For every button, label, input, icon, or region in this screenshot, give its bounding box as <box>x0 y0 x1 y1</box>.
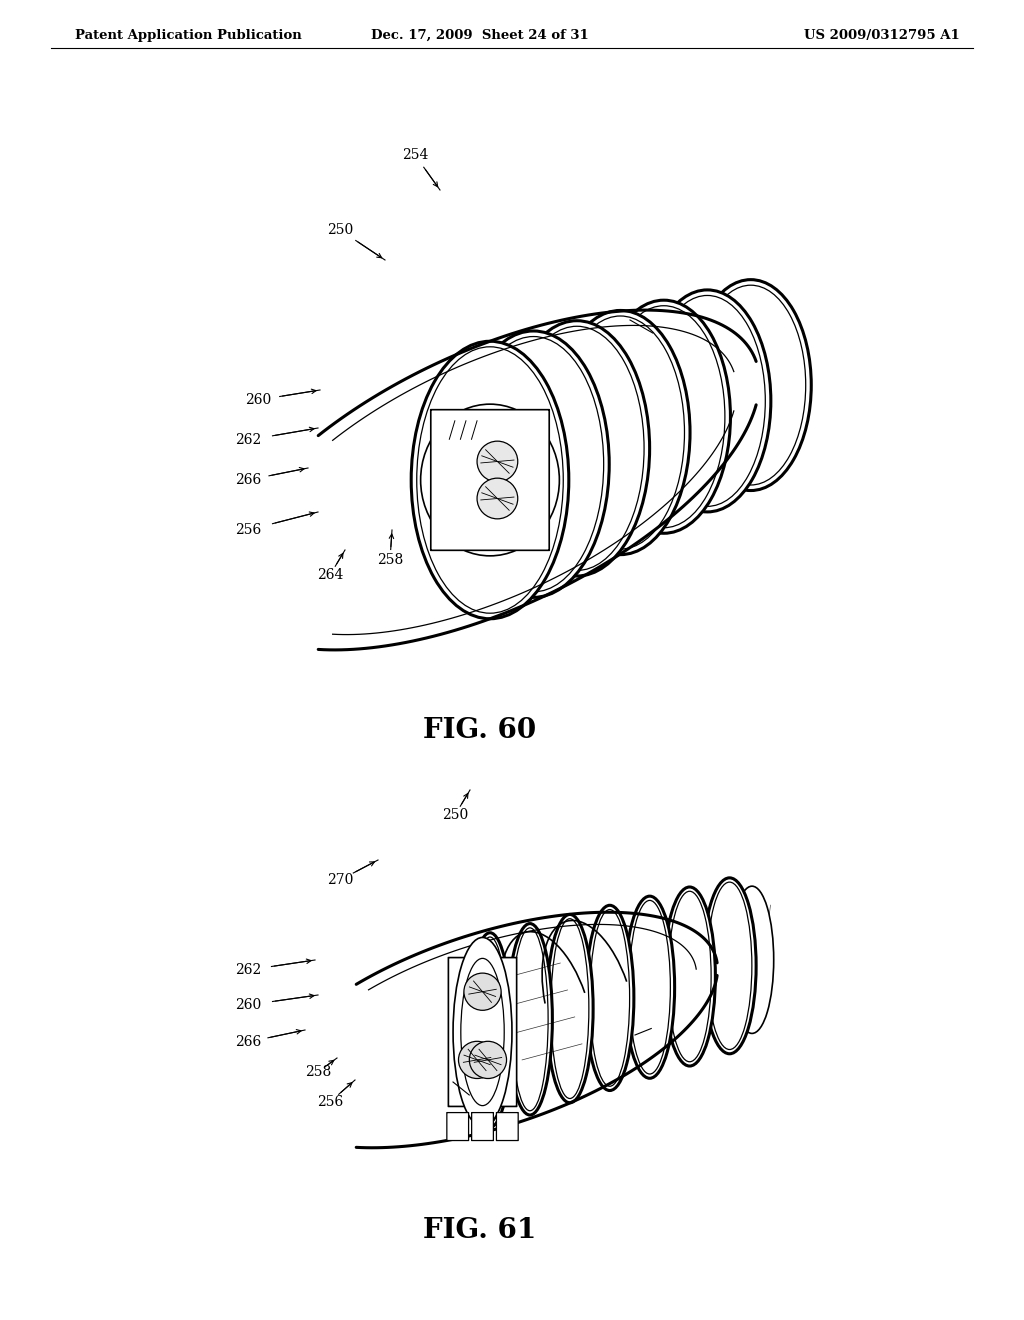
Text: 252: 252 <box>652 333 678 347</box>
Text: Dec. 17, 2009  Sheet 24 of 31: Dec. 17, 2009 Sheet 24 of 31 <box>371 29 589 41</box>
Ellipse shape <box>468 933 512 1127</box>
Ellipse shape <box>586 906 634 1090</box>
Text: 262: 262 <box>234 964 261 977</box>
Text: 266: 266 <box>234 1035 261 1049</box>
Ellipse shape <box>477 478 518 519</box>
Ellipse shape <box>477 441 518 482</box>
Ellipse shape <box>702 878 756 1053</box>
Text: 250: 250 <box>442 808 468 822</box>
Ellipse shape <box>696 285 806 484</box>
Ellipse shape <box>547 915 593 1102</box>
Ellipse shape <box>461 958 504 1106</box>
Ellipse shape <box>512 928 548 1110</box>
Text: 258: 258 <box>377 553 403 568</box>
Text: 270: 270 <box>327 873 353 887</box>
FancyBboxPatch shape <box>446 1113 469 1140</box>
Text: 260: 260 <box>234 998 261 1012</box>
Text: 256: 256 <box>316 1096 343 1109</box>
Ellipse shape <box>504 321 649 576</box>
Text: 254: 254 <box>401 148 428 162</box>
Text: 264: 264 <box>316 568 343 582</box>
FancyBboxPatch shape <box>497 1113 518 1140</box>
Ellipse shape <box>625 896 675 1078</box>
Text: Patent Application Publication: Patent Application Publication <box>75 29 302 41</box>
FancyBboxPatch shape <box>449 957 517 1106</box>
FancyBboxPatch shape <box>472 1113 494 1140</box>
Ellipse shape <box>510 326 644 570</box>
Ellipse shape <box>551 310 690 554</box>
Ellipse shape <box>664 887 716 1067</box>
Ellipse shape <box>459 1041 496 1078</box>
Ellipse shape <box>551 919 589 1098</box>
Ellipse shape <box>412 342 568 619</box>
Ellipse shape <box>453 937 512 1126</box>
Ellipse shape <box>469 1041 507 1078</box>
Ellipse shape <box>603 306 725 528</box>
Ellipse shape <box>597 300 730 533</box>
Text: 252: 252 <box>647 1018 673 1032</box>
Ellipse shape <box>473 937 507 1123</box>
Ellipse shape <box>668 891 711 1061</box>
Text: US 2009/0312795 A1: US 2009/0312795 A1 <box>804 29 961 41</box>
Text: 266: 266 <box>234 473 261 487</box>
Ellipse shape <box>417 347 563 614</box>
Text: 250: 250 <box>327 223 353 238</box>
Ellipse shape <box>649 296 765 507</box>
Ellipse shape <box>644 290 771 512</box>
Ellipse shape <box>464 973 501 1010</box>
Text: FIG. 60: FIG. 60 <box>424 717 537 743</box>
Ellipse shape <box>629 900 671 1074</box>
Text: 270: 270 <box>465 1096 492 1109</box>
Polygon shape <box>476 891 834 1081</box>
Ellipse shape <box>690 280 811 491</box>
Text: FIG. 61: FIG. 61 <box>423 1217 537 1243</box>
Text: 262: 262 <box>234 433 261 447</box>
Ellipse shape <box>730 886 774 1034</box>
Text: 256: 256 <box>234 523 261 537</box>
Ellipse shape <box>458 331 609 598</box>
Ellipse shape <box>590 909 630 1086</box>
Ellipse shape <box>708 882 752 1049</box>
Ellipse shape <box>463 337 604 591</box>
Ellipse shape <box>556 315 684 549</box>
Text: 258: 258 <box>305 1065 331 1078</box>
FancyBboxPatch shape <box>431 409 549 550</box>
Text: 260: 260 <box>245 393 271 407</box>
Ellipse shape <box>508 924 552 1115</box>
